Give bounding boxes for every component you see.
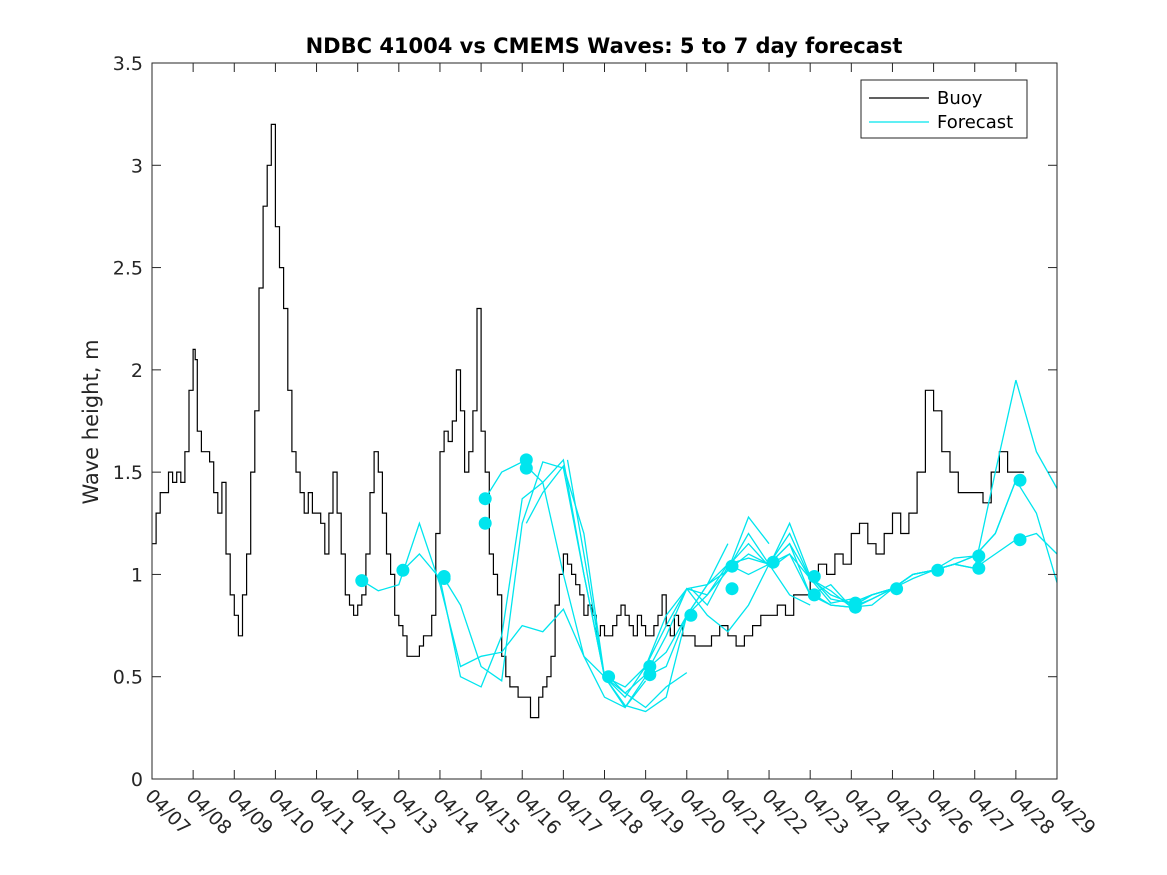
legend-label-forecast: Forecast <box>937 112 1013 133</box>
y-axis-label: Wave height, m <box>79 339 103 504</box>
forecast-marker <box>848 596 862 610</box>
series-line-forecast-1 <box>361 521 647 709</box>
y-tick-label: 3.5 <box>113 53 143 75</box>
series-line-forecast-6 <box>566 459 852 699</box>
forecast-marker <box>807 570 821 583</box>
forecast-marker <box>1013 533 1027 547</box>
y-tick-label: 3 <box>131 155 143 177</box>
forecast-marker <box>890 582 904 596</box>
series-line-forecast-13 <box>855 478 1058 608</box>
y-tick-label: 1 <box>131 564 143 586</box>
series-line-forecast-3 <box>443 461 729 713</box>
y-tick-label: 0 <box>131 769 143 791</box>
forecast-marker <box>807 588 821 602</box>
legend-label-buoy: Buoy <box>937 88 983 109</box>
forecast-marker <box>396 563 410 577</box>
forecast-marker <box>519 461 533 475</box>
legend: Buoy Forecast <box>860 79 1028 139</box>
forecast-marker <box>355 574 369 588</box>
y-tick-label: 1.5 <box>113 462 143 484</box>
forecast-marker <box>972 549 986 563</box>
series-line-buoy <box>152 123 1025 719</box>
forecast-marker <box>931 563 945 577</box>
legend-box <box>860 79 1028 139</box>
forecast-marker <box>643 668 657 682</box>
forecast-marker <box>684 608 698 622</box>
plot-area <box>152 123 1058 719</box>
forecast-marker <box>1013 473 1027 487</box>
y-tick-label: 0.5 <box>113 667 143 689</box>
forecast-marker <box>725 559 739 573</box>
forecast-marker <box>725 582 739 596</box>
y-tick-label: 2 <box>131 360 143 382</box>
forecast-marker <box>766 555 780 569</box>
y-tick-label: 2.5 <box>113 258 143 280</box>
forecast-marker <box>478 516 492 530</box>
series-line-forecast-5 <box>525 464 811 709</box>
chart-title: NDBC 41004 vs CMEMS Waves: 5 to 7 day fo… <box>306 34 903 58</box>
forecast-marker <box>437 570 451 583</box>
forecast-marker <box>478 492 492 506</box>
forecast-marker <box>972 561 986 575</box>
forecast-marker <box>602 670 616 684</box>
